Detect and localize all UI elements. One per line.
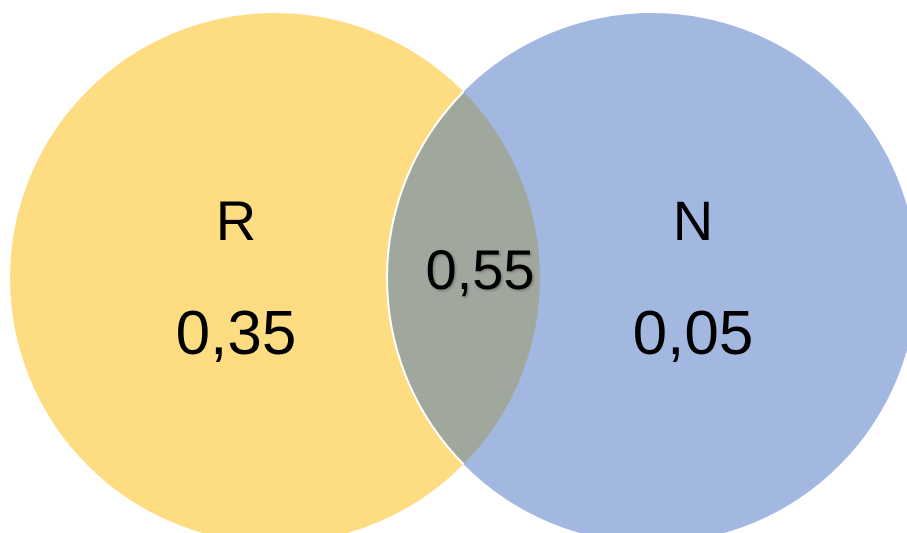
set-circle-n	[387, 13, 907, 533]
set-value-r: 0,35	[176, 299, 297, 368]
set-value-n: 0,05	[633, 299, 754, 368]
set-circle-r	[10, 13, 540, 533]
set-label-r: R	[216, 189, 256, 252]
intersection-value: 0,55	[426, 238, 535, 301]
set-label-n: N	[673, 189, 713, 252]
